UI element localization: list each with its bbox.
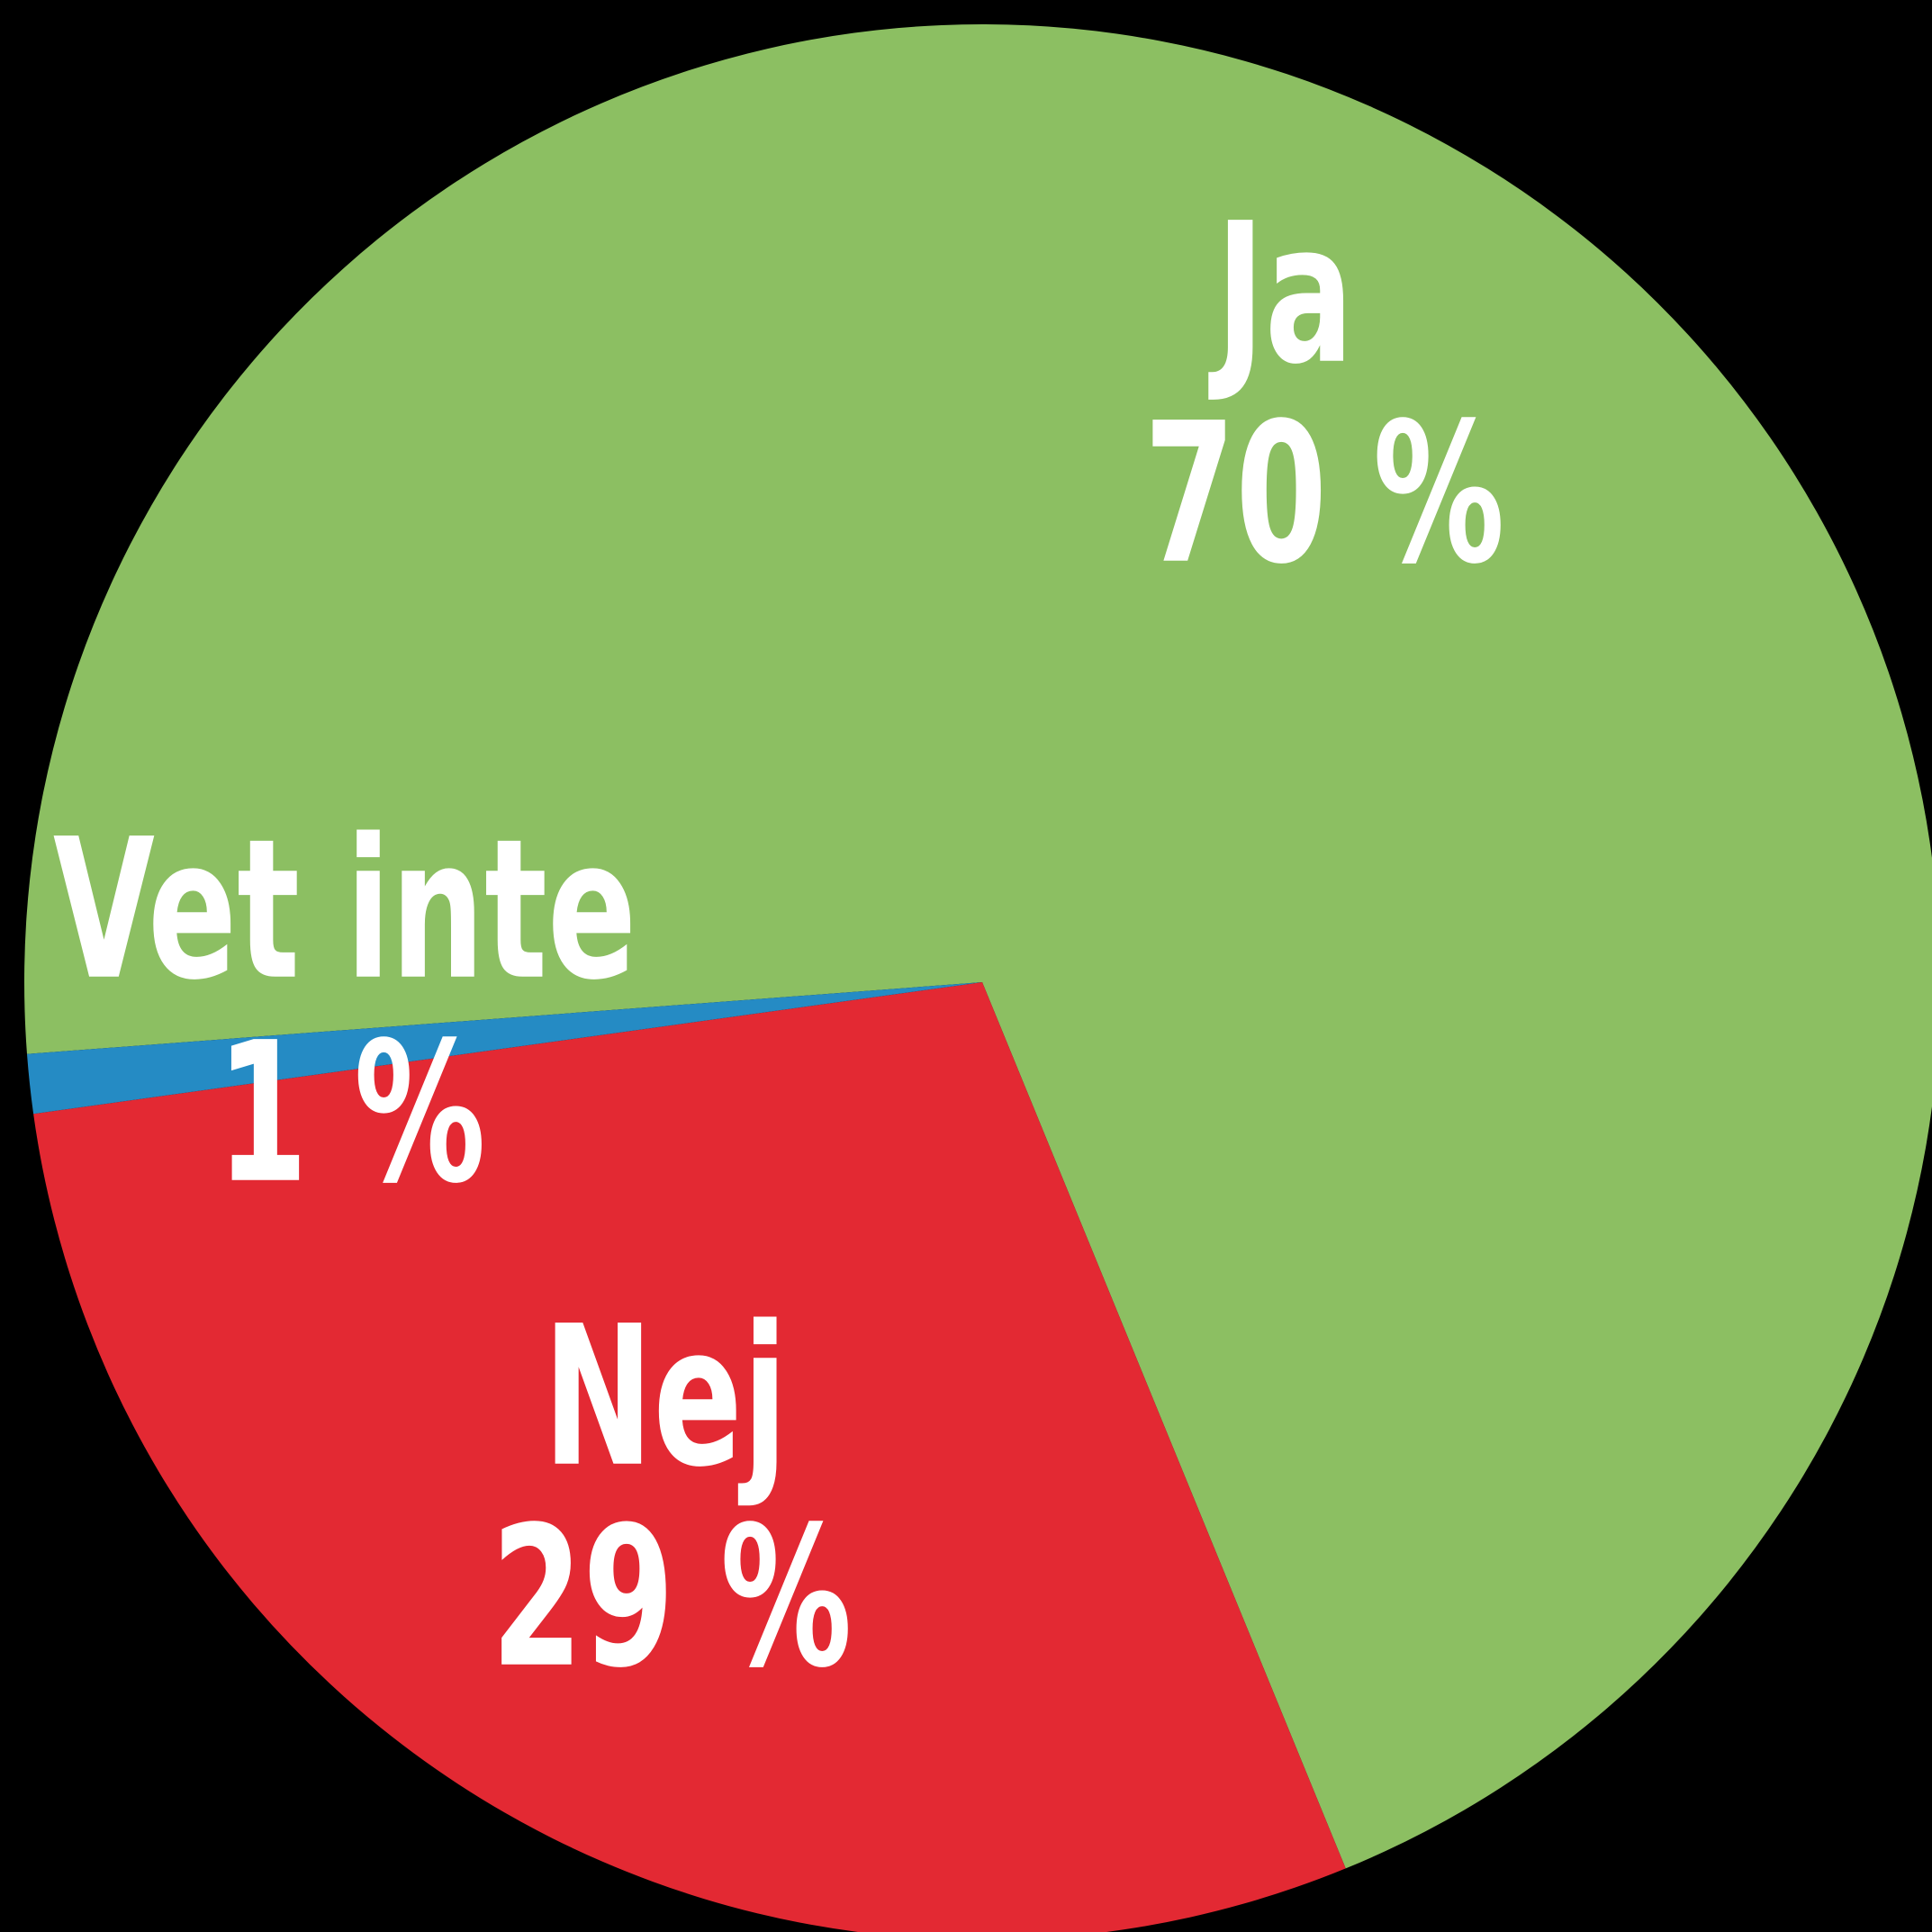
pie-slice — [26, 982, 983, 1115]
slice-name-label: Ja — [1208, 182, 1354, 407]
slice-name-label: Vet inte — [53, 798, 636, 1023]
pie-slice — [24, 24, 1932, 1869]
slice-value-label: 1 % — [216, 1001, 485, 1226]
slice-name-label: Nej — [543, 1285, 788, 1510]
slice-value-label: 29 % — [492, 1485, 853, 1711]
pie-slice — [33, 982, 1346, 1932]
slice-value-label: 70 % — [1144, 382, 1505, 607]
